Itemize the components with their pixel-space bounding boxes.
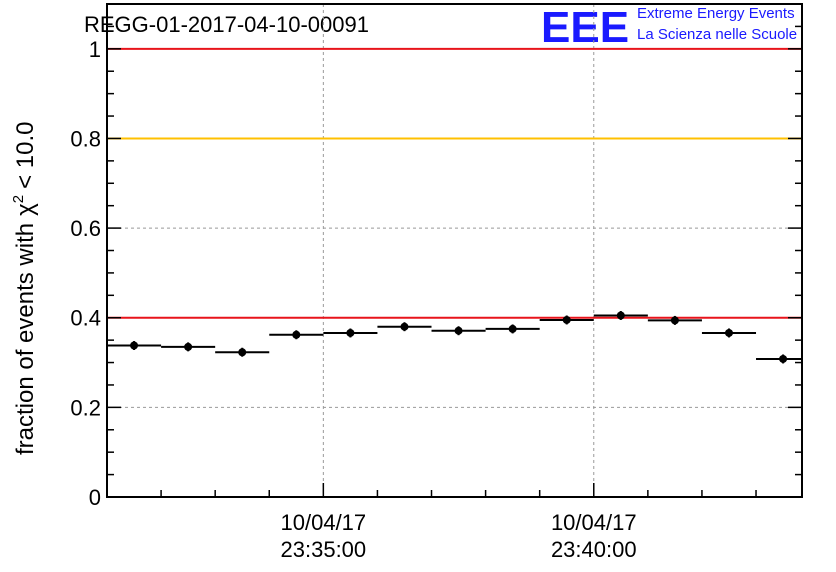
point-marker [130, 341, 139, 350]
data-points [107, 311, 802, 364]
point-marker [508, 324, 517, 333]
y-axis-label-threshold: < 10.0 [12, 122, 39, 189]
point-marker [616, 311, 625, 320]
data-point-1 [161, 342, 216, 352]
y-tick-label: 0.6 [70, 216, 101, 241]
point-marker [670, 316, 679, 325]
data-point-9 [593, 311, 648, 320]
data-point-7 [485, 324, 540, 334]
point-marker [238, 348, 247, 357]
tick-labels: 00.20.40.60.8110/04/1723:35:0010/04/1723… [70, 37, 636, 562]
point-marker [562, 315, 571, 324]
y-tick-label: 0.4 [70, 306, 101, 331]
y-axis-label-text: fraction of events with [12, 223, 39, 455]
logo-mark: EEE [541, 3, 629, 52]
x-tick-date: 10/04/17 [551, 510, 637, 535]
logo-line2: La Scienza nelle Scuole [637, 26, 797, 43]
data-point-10 [647, 315, 702, 325]
data-point-11 [701, 328, 757, 338]
point-marker [184, 342, 193, 351]
point-marker [292, 330, 301, 339]
x-tick-time: 23:35:00 [281, 537, 367, 562]
x-tick-date: 10/04/17 [281, 510, 367, 535]
point-marker [724, 328, 733, 337]
y-tick-label: 1 [89, 37, 101, 62]
data-point-2 [215, 347, 270, 357]
y-tick-label: 0.8 [70, 126, 101, 151]
y-tick-label: 0 [89, 485, 101, 510]
point-marker [346, 328, 355, 337]
y-axis-label: fraction of events with χ2 < 10.0 [10, 122, 39, 455]
y-tick-label: 0.2 [70, 395, 101, 420]
data-point-4 [323, 328, 378, 338]
data-point-3 [269, 330, 324, 340]
axes [106, 3, 803, 498]
y-axis-label-exponent: 2 [10, 195, 27, 203]
data-point-0 [107, 341, 162, 350]
point-marker [779, 354, 788, 363]
data-point-8 [539, 315, 594, 325]
data-point-6 [431, 326, 486, 336]
logo-line1: Extreme Energy Events [637, 5, 795, 22]
point-marker [400, 322, 409, 331]
x-tick-time: 23:40:00 [551, 537, 637, 562]
eee-logo: EEE Extreme Energy Events La Scienza nel… [541, 3, 797, 52]
reference-lines [107, 47, 802, 319]
plot-frame [106, 3, 803, 498]
grid [107, 4, 802, 497]
chart-title: REGG-01-2017-04-10-00091 [84, 12, 369, 37]
y-axis-label-symbol: χ [12, 203, 39, 216]
point-marker [454, 326, 463, 335]
data-point-5 [377, 322, 432, 332]
